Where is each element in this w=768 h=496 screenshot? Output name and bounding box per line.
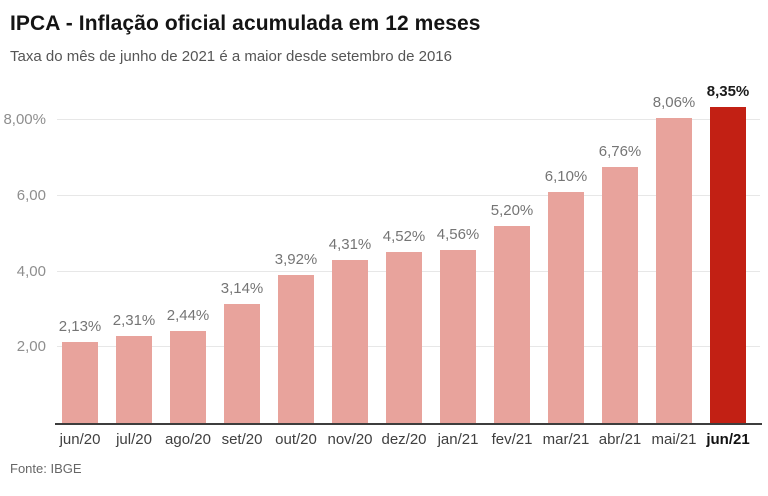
bar-value-label: 6,10% (544, 167, 588, 185)
bar-ago-20 (170, 330, 206, 423)
chart-subtitle: Taxa do mês de junho de 2021 é a maior d… (10, 48, 452, 65)
bar-dez-20 (386, 251, 422, 423)
bar-value-label: 3,14% (220, 280, 264, 298)
x-axis-tick-label: mar/21 (542, 431, 590, 448)
bar-nov-20 (332, 259, 368, 423)
y-axis-tick-label: 8,00% (3, 111, 46, 128)
x-axis-tick-label: jun/21 (706, 431, 750, 448)
bar-value-label: 4,52% (382, 227, 426, 245)
x-axis: jun/20 jul/20 ago/20 set/20 out/20 nov/20 dez/… (55, 430, 762, 452)
bar-value-label: 4,31% (328, 235, 372, 253)
bar-value-label: 5,20% (490, 202, 534, 220)
bar-value-label: 2,44% (166, 306, 210, 324)
x-axis-tick-label: ago/20 (165, 431, 211, 448)
bar-fev-21 (494, 226, 530, 423)
bar-jul-20 (116, 335, 152, 423)
bar-value-label: 3,92% (274, 250, 318, 268)
x-axis-tick-label: jun/20 (59, 431, 101, 448)
bar-jun-21 (710, 106, 746, 423)
chart-title: IPCA - Inflação oficial acumulada em 12 … (10, 12, 481, 35)
x-axis-tick-label: fev/21 (491, 431, 533, 448)
x-axis-tick-label: jan/21 (437, 431, 479, 448)
y-axis-tick-label: 2,00 (16, 338, 46, 356)
source-note: Fonte: IBGE (10, 461, 82, 476)
bar-value-label: 8,06% (652, 93, 696, 111)
bar-value-label: 4,56% (436, 226, 480, 244)
bar-jun-20 (62, 342, 98, 423)
x-axis-tick-label: set/20 (221, 431, 263, 448)
bar-jan-21 (440, 250, 476, 423)
gridline (57, 194, 760, 196)
bar-value-label: 8,35% (706, 82, 750, 100)
bar-set-20 (224, 304, 260, 423)
bar-out-20 (278, 274, 314, 423)
gridline (57, 119, 760, 120)
y-axis-tick-label: 6,00 (16, 186, 46, 204)
bar-value-label: 2,13% (58, 318, 102, 336)
bar-mai-21 (656, 117, 692, 423)
bar-value-label: 6,76% (598, 142, 642, 160)
x-axis-tick-label: jul/20 (116, 431, 152, 448)
bar-mar-21 (548, 191, 584, 423)
x-axis-tick-label: nov/20 (327, 431, 373, 448)
x-axis-tick-label: abr/21 (598, 431, 642, 448)
bar-abr-21 (602, 166, 638, 423)
x-axis-tick-label: dez/20 (381, 431, 427, 448)
x-axis-tick-label: out/20 (275, 431, 317, 448)
bar-value-label: 2,31% (112, 311, 156, 329)
y-axis-tick-label: 4,00 (16, 262, 46, 280)
x-axis-tick-label: mai/21 (651, 431, 697, 448)
bar-chart-plot-area: 8,00% 6,00 4,00 2,00 2,13% 2,31% 2,44% 3,14% 3,9… (3, 83, 762, 425)
